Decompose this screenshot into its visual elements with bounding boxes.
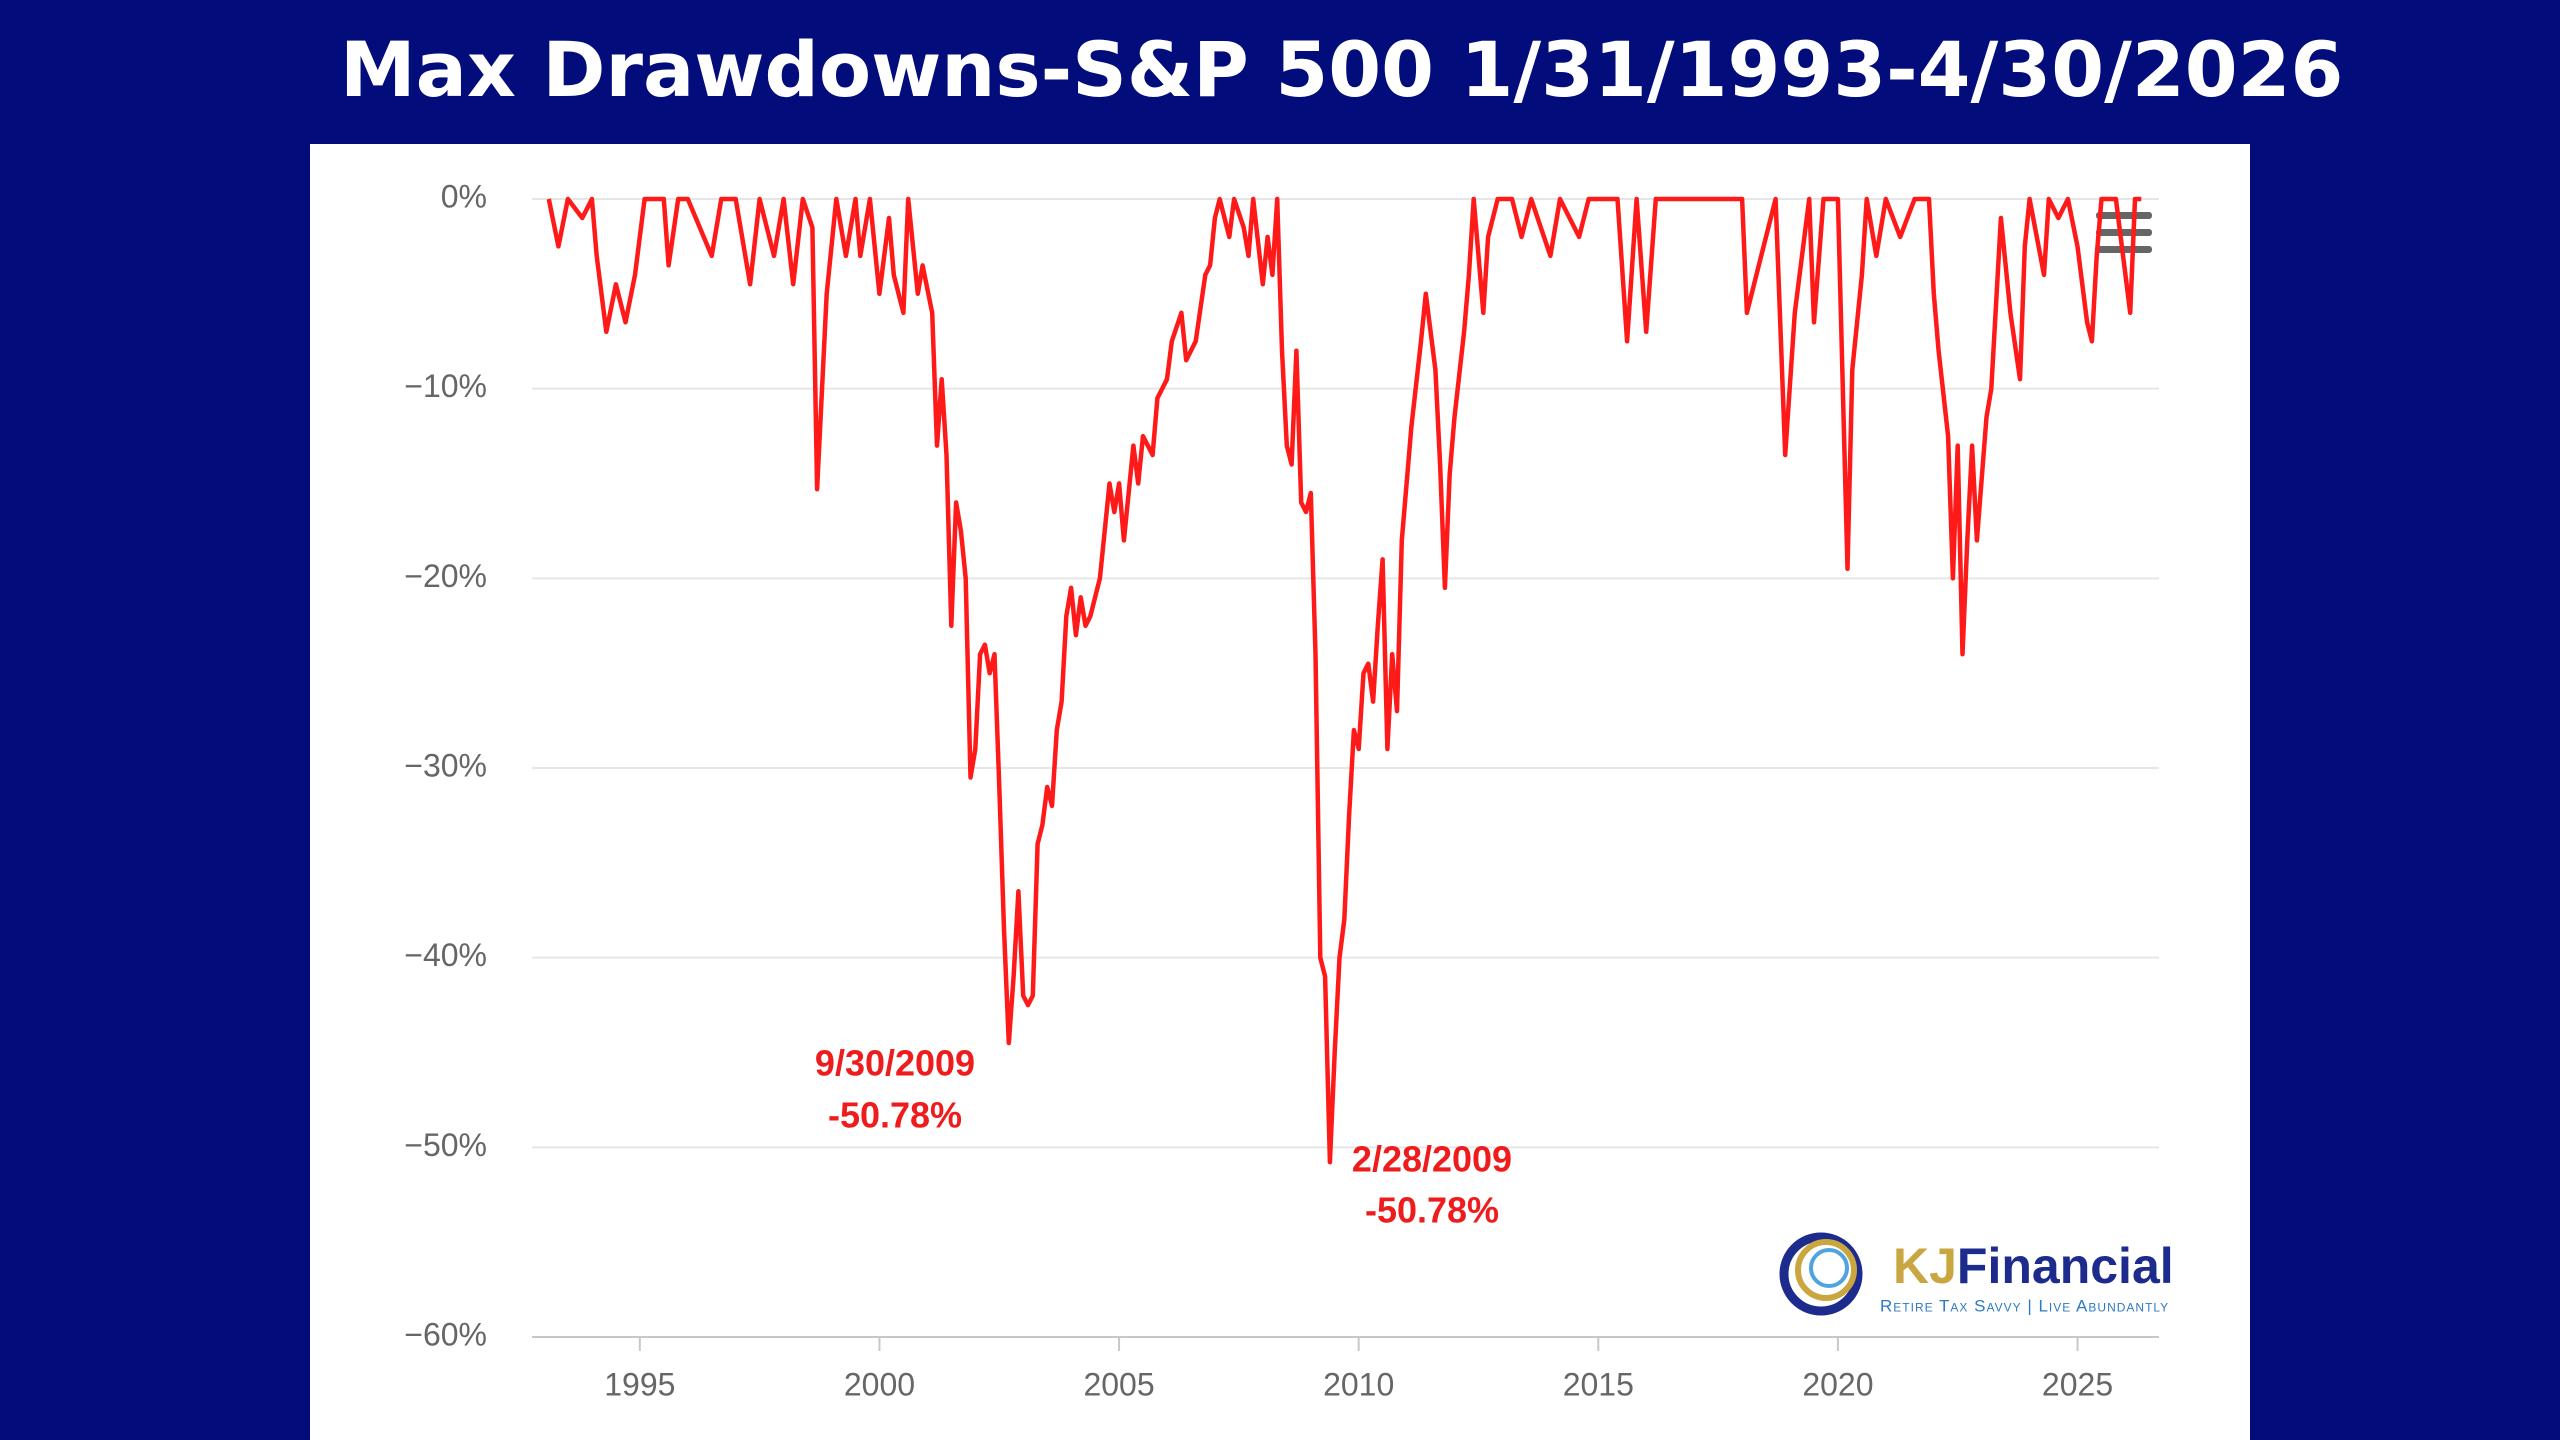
y-tick-label: −50% <box>404 1127 487 1163</box>
logo-name-part: Financial <box>1957 1238 2174 1294</box>
annotation: 2/28/2009 <box>1352 1139 1512 1180</box>
menu-bar <box>2096 212 2152 219</box>
logo: KJFinancial Retire Tax Savvy | Live Abund… <box>1777 1217 2250 1331</box>
y-tick-label: 0% <box>441 178 487 214</box>
logo-tagline: Retire Tax Savvy | Live Abundantly <box>1880 1296 2169 1315</box>
y-tick-label: −60% <box>404 1316 487 1352</box>
logo-ring <box>1779 1232 1863 1316</box>
drawdown-line <box>546 196 2142 1165</box>
y-tick-label: −30% <box>404 747 487 783</box>
annotation: -50.78% <box>1365 1190 1499 1231</box>
y-tick-label: −10% <box>404 368 487 404</box>
x-tick-label: 2010 <box>1323 1366 1394 1402</box>
menu-icon[interactable] <box>2096 212 2152 253</box>
x-tick-label: 2005 <box>1083 1366 1154 1402</box>
x-tick-label: 2020 <box>1802 1366 1873 1402</box>
annotation: 9/30/2009 <box>815 1043 975 1084</box>
annotation: -50.78% <box>828 1095 962 1136</box>
x-tick-label: 2015 <box>1563 1366 1634 1402</box>
logo-name: KJFinancial <box>1893 1238 2174 1294</box>
x-tick-label: 2000 <box>844 1366 915 1402</box>
logo-ring <box>1795 1239 1857 1301</box>
logo-ring <box>1809 1248 1849 1288</box>
logo-name-part: KJ <box>1893 1238 1957 1294</box>
y-tick-label: −20% <box>404 558 487 594</box>
x-tick-label: 1995 <box>604 1366 675 1402</box>
chart-title: Max Drawdowns-S&P 500 1/31/1993-4/30/202… <box>340 25 2343 114</box>
x-tick-label: 2025 <box>2042 1366 2113 1402</box>
y-tick-label: −40% <box>404 937 487 973</box>
menu-bar <box>2096 229 2152 236</box>
